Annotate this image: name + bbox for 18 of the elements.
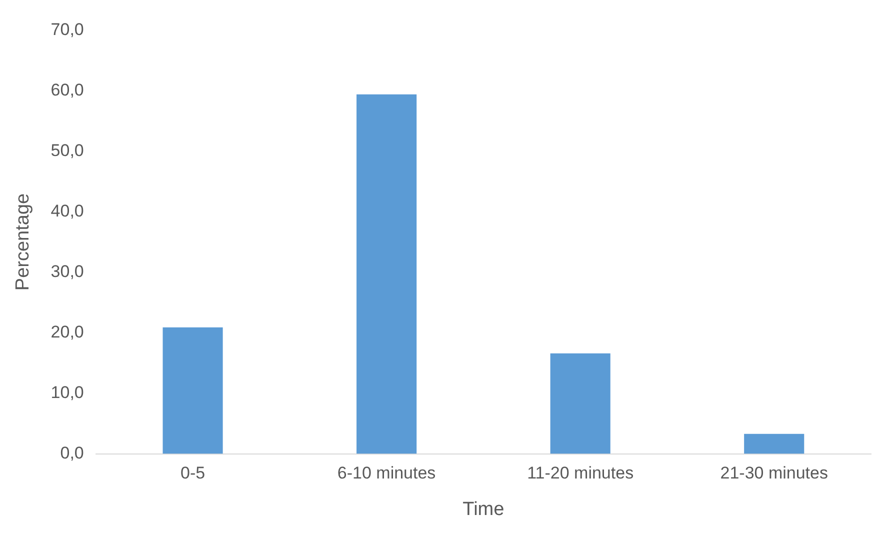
y-tick-label: 10,0 bbox=[50, 382, 84, 402]
y-tick-label: 40,0 bbox=[50, 201, 84, 220]
y-tick-label: 20,0 bbox=[50, 322, 84, 342]
y-tick-label: 30,0 bbox=[50, 262, 84, 281]
y-tick-label: 70,0 bbox=[50, 20, 84, 39]
y-tick-label: 0,0 bbox=[60, 443, 84, 462]
y-axis-title: Percentage bbox=[12, 193, 34, 291]
bar bbox=[744, 434, 804, 454]
x-tick-label: 21-30 minutes bbox=[720, 464, 828, 483]
bar bbox=[162, 327, 223, 454]
x-axis-title: Time bbox=[462, 498, 504, 520]
x-tick-label: 6-10 minutes bbox=[337, 464, 436, 483]
y-tick-label: 60,0 bbox=[50, 80, 84, 100]
bar bbox=[550, 353, 610, 454]
y-tick-label: 50,0 bbox=[50, 140, 84, 160]
bar bbox=[356, 94, 417, 454]
x-tick-label: 0-5 bbox=[180, 464, 206, 483]
x-tick-label: 11-20 minutes bbox=[527, 464, 634, 483]
